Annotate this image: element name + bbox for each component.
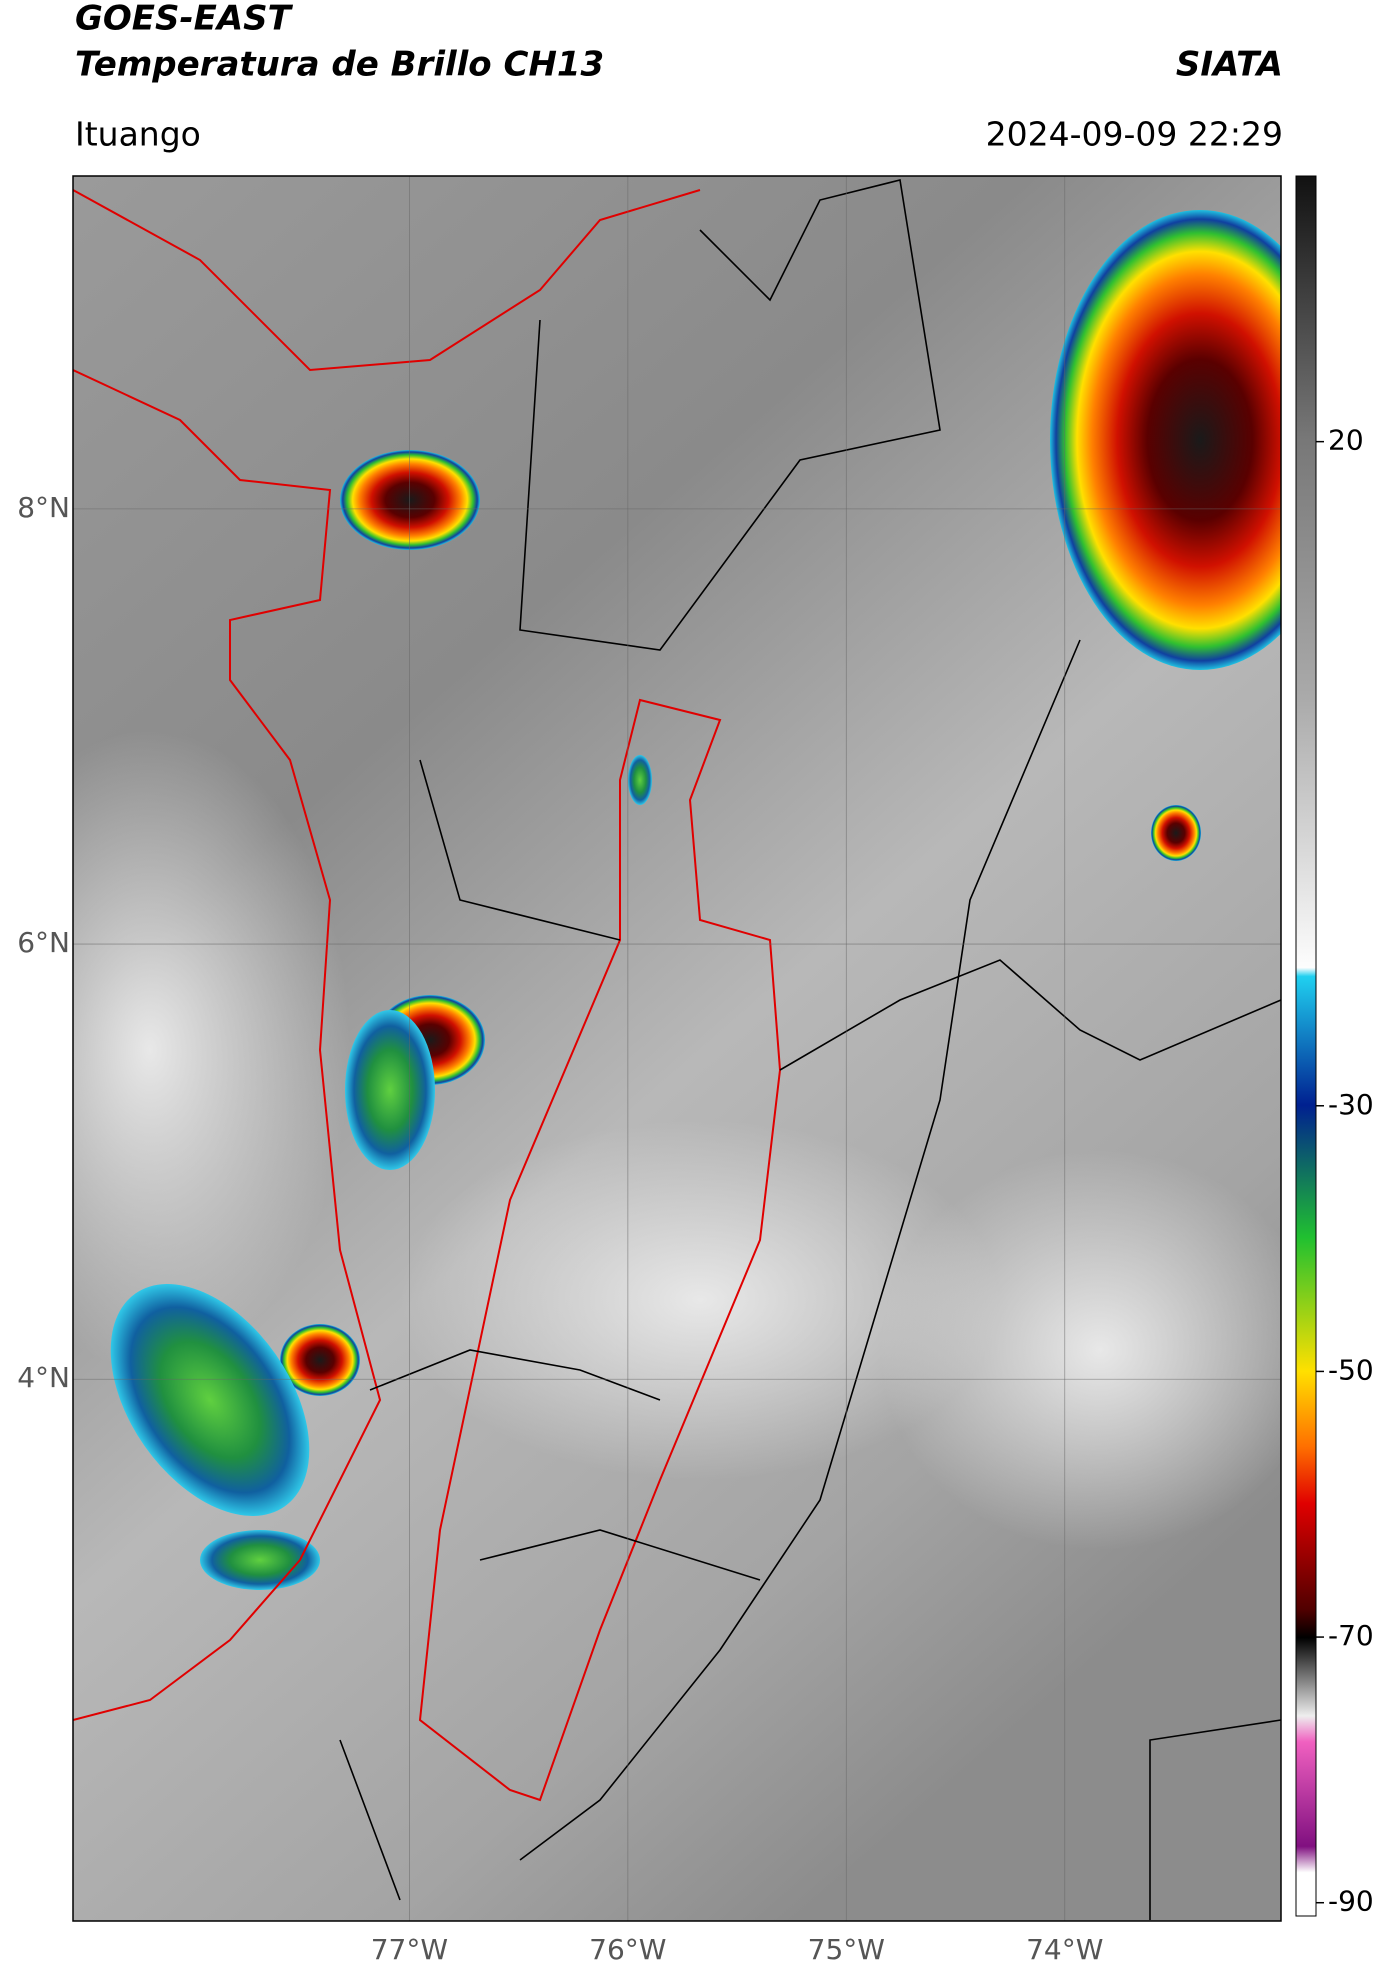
title: GOES-EAST — [75, 0, 294, 39]
storm-cell — [280, 1324, 360, 1396]
colorbar-tick-label: -30 — [1328, 1088, 1374, 1121]
lat-tick-label: 8°N — [17, 491, 70, 524]
storm-cell — [1050, 210, 1281, 670]
map-frame — [72, 175, 1282, 1922]
location: Ituango — [75, 115, 201, 154]
storm-cell — [1151, 805, 1201, 861]
cold-cloud — [200, 1530, 320, 1590]
datetime: 2024-09-09 22:29 — [986, 115, 1283, 154]
source: SIATA — [1176, 45, 1283, 85]
lon-tick-label: 75°W — [808, 1933, 885, 1966]
cloud-bright — [880, 1150, 1281, 1550]
subtitle: Temperatura de Brillo CH13 — [75, 45, 604, 85]
lon-tick-label: 74°W — [1026, 1933, 1103, 1966]
border — [73, 189, 701, 372]
map — [73, 176, 1281, 1921]
colorbar-tick-label: -50 — [1328, 1353, 1374, 1386]
cold-cloud — [110, 1284, 310, 1516]
lat-tick-label: 4°N — [17, 1361, 70, 1394]
colorbar — [1295, 175, 1317, 1917]
lon-tick-label: 77°W — [371, 1933, 448, 1966]
lon-tick-label: 76°W — [589, 1933, 666, 1966]
storm-cell — [340, 450, 480, 550]
colorbar-tick-label: -70 — [1328, 1619, 1374, 1652]
colorbar-tick-label: -90 — [1328, 1885, 1374, 1918]
cloud-bright — [73, 730, 350, 1370]
lat-tick-label: 6°N — [17, 926, 70, 959]
colorbar-tick-label: 20 — [1328, 424, 1364, 457]
cold-cloud — [628, 755, 652, 805]
cold-cloud — [345, 1010, 435, 1170]
region-outline — [418, 698, 782, 1802]
cloud-bright — [400, 1120, 1000, 1480]
admin-border — [339, 179, 1281, 1920]
coastline — [73, 369, 382, 1721]
graticule — [73, 176, 1281, 1921]
